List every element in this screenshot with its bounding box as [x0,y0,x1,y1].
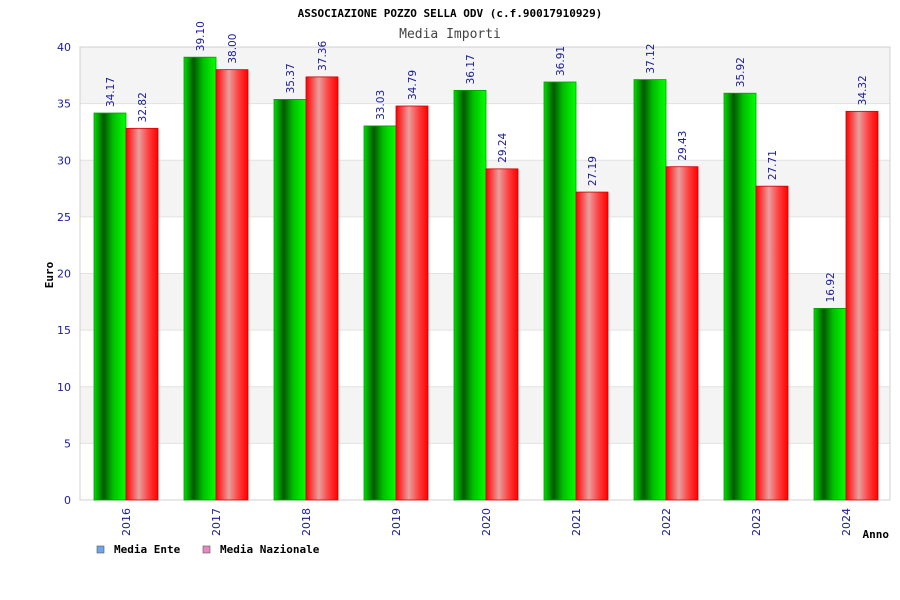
value-label-media-nazionale-2021: 27.19 [587,156,599,186]
x-tick-label-2024: 2024 [840,508,853,536]
bar-media-nazionale-2022 [665,166,699,501]
bar-media-ente-2018 [273,99,307,501]
bar-media-nazionale-2024 [845,110,879,501]
value-label-media-ente-2018: 35.37 [285,63,297,93]
value-label-media-nazionale-2023: 27.71 [767,150,779,180]
value-labels: 34.17 32.82 39.10 38.00 35.37 37.36 33.03 34.79… [105,21,869,302]
legend-swatch-media-ente [96,545,105,554]
x-tick-label-2019: 2019 [390,508,403,536]
y-tick-label: 35 [57,98,71,111]
x-tick-label-2017: 2017 [210,508,223,536]
y-axis-label: Euro [43,261,56,288]
x-tick-label-2022: 2022 [660,508,673,536]
y-tick-label: 10 [57,381,71,394]
bar-media-ente-2021 [543,81,577,501]
chart-title: ASSOCIAZIONE POZZO SELLA ODV (c.f.900179… [298,7,603,20]
bar-media-nazionale-2018 [305,76,339,501]
y-tick-label: 5 [64,437,71,450]
bar-media-nazionale-2017 [215,69,249,501]
y-tick-label: 25 [57,211,71,224]
bar-media-nazionale-2021 [575,191,609,501]
x-tick-label-2021: 2021 [570,508,583,536]
bar-media-ente-2022 [633,79,667,501]
y-axis-ticks: 0 5 10 15 20 25 30 35 40 [57,41,71,507]
bars [93,56,879,501]
y-tick-label: 30 [57,154,71,167]
bar-media-ente-2019 [363,125,397,501]
legend: Media Ente Media Nazionale [96,543,320,556]
value-label-media-nazionale-2019: 34.79 [407,70,419,100]
value-label-media-ente-2019: 33.03 [375,90,387,120]
bar-media-ente-2017 [183,56,217,501]
bar-media-nazionale-2016 [125,127,159,501]
value-label-media-ente-2017: 39.10 [195,21,207,51]
x-axis-label: Anno [863,528,890,541]
value-label-media-ente-2024: 16.92 [825,272,837,302]
y-tick-label: 15 [57,324,71,337]
bar-media-ente-2023 [723,92,757,501]
bar-media-ente-2016 [93,112,127,501]
value-label-media-ente-2020: 36.17 [465,54,477,84]
x-tick-label-2020: 2020 [480,508,493,536]
value-label-media-nazionale-2018: 37.36 [317,41,329,71]
bar-media-ente-2020 [453,89,487,501]
bar-media-nazionale-2019 [395,105,429,501]
value-label-media-ente-2023: 35.92 [735,57,747,87]
y-tick-label: 40 [57,41,71,54]
value-label-media-ente-2016: 34.17 [105,77,117,107]
legend-label-media-nazionale: Media Nazionale [220,543,320,556]
bar-media-nazionale-2020 [485,168,519,501]
x-axis-ticks: 2016 2017 2018 2019 2020 2021 2022 2023 2024 [120,508,853,536]
value-label-media-nazionale-2017: 38.00 [227,34,239,64]
bar-media-nazionale-2023 [755,185,789,501]
bar-media-ente-2024 [813,307,847,501]
value-label-media-ente-2022: 37.12 [645,44,657,74]
x-tick-label-2016: 2016 [120,508,133,536]
value-label-media-nazionale-2020: 29.24 [497,132,509,162]
x-tick-label-2023: 2023 [750,508,763,536]
value-label-media-ente-2021: 36.91 [555,46,567,76]
y-tick-label: 20 [57,268,71,281]
chart-subtitle: Media Importi [399,27,501,42]
x-tick-label-2018: 2018 [300,508,313,536]
value-label-media-nazionale-2016: 32.82 [137,92,149,122]
y-tick-label: 0 [64,494,71,507]
legend-swatch-media-nazionale [202,545,211,554]
value-label-media-nazionale-2024: 34.32 [857,75,869,105]
legend-label-media-ente: Media Ente [114,543,181,556]
value-label-media-nazionale-2022: 29.43 [677,131,689,161]
